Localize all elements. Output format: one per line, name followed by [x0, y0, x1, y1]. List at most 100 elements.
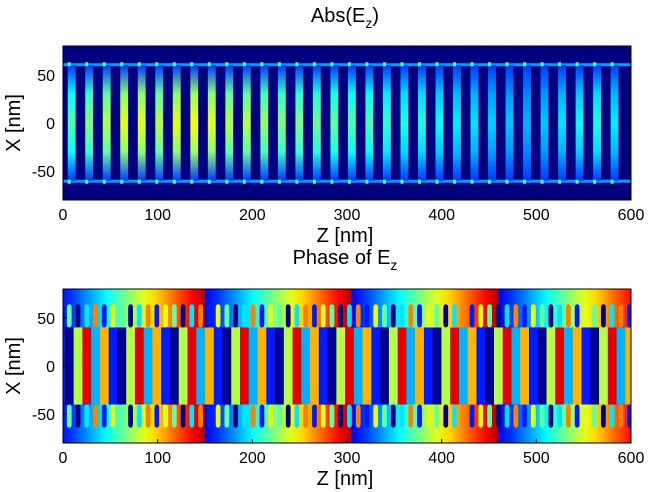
phase-core-stripe	[152, 327, 162, 405]
phase-core-stripe	[458, 327, 469, 405]
phase-edge-tab	[294, 404, 300, 428]
phase-edge-tab	[522, 404, 527, 428]
magnitude-stripe	[400, 65, 409, 181]
phase-core-stripe	[257, 327, 267, 405]
edge-dot	[312, 179, 316, 184]
magnitude-stripe	[593, 65, 602, 181]
phase-edge-tab	[592, 404, 598, 428]
phase-edge-tab	[320, 404, 326, 428]
phase-edge-tab	[277, 304, 282, 328]
phase-edge-tab	[119, 304, 125, 328]
phase-edge-tab	[250, 404, 256, 428]
magnitude-stripe	[330, 65, 339, 181]
edge-dot	[347, 62, 351, 67]
edge-dot	[470, 179, 474, 184]
phase-edge-tab	[128, 304, 133, 328]
x-tick-label: 500	[523, 450, 550, 467]
x-tick-label: 600	[618, 450, 645, 467]
phase-core-stripe	[301, 327, 311, 405]
phase-edge-tab	[189, 404, 195, 428]
edge-dot	[523, 179, 527, 184]
phase-edge-tab	[609, 304, 615, 328]
top-x-ticks: 0 100 200 300 400 500 600	[59, 196, 644, 224]
x-tick-label: 100	[144, 207, 171, 224]
phase-core-stripe	[485, 327, 495, 405]
phase-edge-tab	[566, 404, 571, 428]
edge-dot	[505, 62, 509, 67]
phase-edge-tab	[215, 304, 221, 328]
edge-dot	[277, 62, 281, 67]
top-x-axis-label: Z [nm]	[317, 225, 374, 247]
phase-edge-tab	[312, 404, 317, 428]
phase-core-stripe	[187, 327, 197, 405]
y-tick-label: 50	[37, 311, 55, 328]
magnitude-stripe	[470, 65, 479, 181]
phase-edge-tab	[338, 304, 344, 328]
bottom-y-axis-label: X [nm]	[3, 337, 25, 395]
edge-dot	[155, 179, 159, 184]
phase-edge-tab	[434, 404, 440, 428]
phase-core-stripe	[318, 327, 329, 405]
edge-dot	[347, 179, 351, 184]
phase-edge-tab	[242, 304, 247, 328]
magnitude-stripe	[260, 65, 269, 181]
phase-edge-tab	[469, 304, 475, 328]
phase-core-stripe	[336, 327, 346, 405]
phase-edge-tab	[399, 404, 405, 428]
edge-dot	[382, 179, 386, 184]
x-tick-label: 400	[428, 450, 455, 467]
phase-core-stripe	[82, 327, 92, 405]
phase-core-stripe	[266, 327, 276, 405]
phase-edge-tab	[224, 404, 230, 428]
edge-dot	[593, 62, 597, 67]
phase-core-stripe	[546, 327, 556, 405]
edge-dot	[400, 62, 404, 67]
magnitude-stripe	[67, 65, 76, 181]
phase-edge-tab	[110, 404, 116, 428]
phase-edge-tab	[382, 404, 387, 428]
edge-dot	[435, 62, 439, 67]
x-tick-label: 200	[239, 207, 266, 224]
phase-core-stripe	[73, 327, 83, 405]
phase-edge-tab	[259, 304, 265, 328]
phase-core-stripe	[371, 327, 381, 405]
magnitude-stripe	[295, 65, 304, 181]
phase-core-stripe	[528, 327, 539, 405]
phase-core-stripe	[467, 327, 477, 405]
phase-edge-tab	[382, 304, 387, 328]
edge-dot	[67, 179, 71, 184]
magnitude-stripe	[365, 65, 374, 181]
phase-core-stripe	[275, 327, 285, 405]
phase-core-stripe	[248, 327, 259, 405]
edge-dot	[523, 62, 527, 67]
phase-edge-tab	[364, 404, 370, 428]
edge-dot	[120, 62, 124, 67]
edge-dot	[593, 179, 597, 184]
edge-dot	[190, 179, 194, 184]
edge-dot	[488, 179, 492, 184]
phase-edge-tab	[627, 404, 631, 428]
phase-core-stripe	[205, 327, 215, 405]
edge-dot	[242, 62, 246, 67]
edge-dot	[190, 62, 194, 67]
phase-edge-tab	[145, 304, 151, 328]
phase-core-stripe	[432, 327, 442, 405]
edge-dot	[575, 179, 579, 184]
edge-dot	[295, 62, 299, 67]
phase-edge-tab	[443, 404, 449, 428]
top-chart-title: Abs(Ez)	[311, 5, 379, 31]
edge-dot	[330, 62, 334, 67]
magnitude-stripe	[312, 65, 321, 181]
phase-edge-tab	[592, 304, 598, 328]
phase-edge-tab	[539, 304, 545, 328]
phase-core-stripe	[590, 327, 600, 405]
phase-core-stripe	[599, 327, 609, 405]
x-tick-label: 400	[428, 207, 455, 224]
phase-edge-tab	[303, 304, 309, 328]
phase-edge-tab	[180, 404, 186, 428]
magnitude-stripe	[120, 65, 129, 181]
phase-edge-tab	[101, 404, 107, 428]
phase-edge-tab	[189, 304, 195, 328]
y-tick-label: -50	[32, 164, 55, 181]
edge-dot	[400, 179, 404, 184]
